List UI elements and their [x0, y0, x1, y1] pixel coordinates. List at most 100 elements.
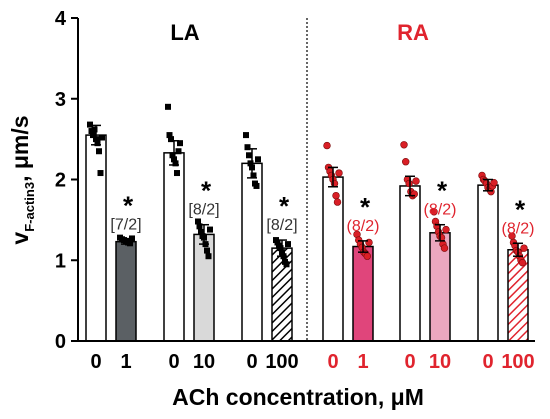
data-point — [250, 172, 257, 179]
data-point — [97, 170, 104, 177]
data-point — [96, 148, 102, 155]
sample-size-annotation: (8/2) — [347, 218, 380, 235]
x-tick-label: 1 — [357, 351, 368, 373]
data-point — [363, 252, 371, 260]
bar-4 — [241, 162, 263, 342]
data-point — [332, 191, 340, 200]
data-point — [430, 208, 438, 216]
data-point — [90, 132, 96, 139]
y-axis-title: vF-actin3, μm/s — [7, 115, 37, 244]
data-point — [277, 245, 284, 252]
data-point — [490, 179, 498, 187]
y-axis-title-units: μm/s — [7, 115, 33, 169]
data-point — [166, 132, 173, 139]
data-point — [440, 244, 449, 252]
data-point — [437, 233, 446, 242]
data-point — [207, 226, 213, 233]
x-tick-label: 10 — [429, 351, 451, 373]
data-point — [94, 140, 101, 147]
x-tick-label: 1 — [120, 351, 131, 373]
data-point — [330, 179, 339, 188]
data-point — [244, 144, 251, 151]
x-tick-label: 0 — [90, 351, 101, 373]
annotations-layer: [7/2]* [8/2]*[8/2]*(8/2)* (8/2)*(8/2)* — [110, 176, 534, 238]
bar-1 — [115, 240, 137, 342]
bar-0 — [85, 134, 107, 342]
x-tick-label: 100 — [501, 351, 534, 373]
significance-asterisk: * — [279, 191, 290, 221]
significance-asterisk: * — [515, 194, 526, 224]
sample-size-annotation: [8/2] — [266, 217, 297, 234]
data-point — [204, 247, 210, 254]
x-tick-label: 0 — [168, 351, 179, 373]
data-point — [365, 238, 373, 247]
data-point — [412, 177, 420, 185]
data-point — [410, 190, 418, 198]
data-point — [402, 158, 410, 166]
data-point — [255, 156, 261, 163]
bar-8 — [399, 185, 421, 342]
labels-layer: LA RA ACh concentration, μM vF-actin3, μ… — [7, 20, 429, 410]
x-tick-label: 0 — [327, 351, 338, 373]
bar-2 — [163, 152, 185, 342]
y-tick-label: 4 — [55, 8, 67, 30]
data-point — [246, 152, 252, 159]
data-point — [99, 134, 105, 141]
x-tick-label: 0 — [482, 351, 493, 373]
data-point — [520, 244, 528, 252]
bar-10 — [477, 184, 499, 342]
y-axis-title-subscript: F-actin3 — [22, 182, 37, 232]
y-axis-title-main: v — [7, 232, 33, 245]
data-point — [283, 261, 290, 268]
sample-size-annotation: [7/2] — [110, 216, 141, 233]
data-point — [169, 152, 176, 159]
data-point — [405, 179, 413, 188]
y-tick-label: 1 — [55, 250, 66, 272]
group-label-la: LA — [170, 20, 199, 45]
axes-layer — [77, 18, 535, 342]
data-point — [247, 160, 254, 167]
y-tick-label: 0 — [55, 331, 66, 353]
data-point — [198, 228, 204, 235]
data-point — [177, 140, 183, 147]
data-point — [442, 225, 450, 234]
x-tick-label: 0 — [246, 351, 257, 373]
y-tick-label: 2 — [55, 170, 66, 192]
data-point — [127, 240, 133, 247]
data-point — [168, 136, 174, 143]
data-point — [165, 103, 171, 110]
data-point — [172, 160, 179, 167]
data-point — [87, 121, 93, 128]
data-point — [400, 141, 408, 149]
error-bars-layer — [91, 124, 523, 257]
sample-size-annotation: (8/2) — [502, 220, 535, 237]
data-point — [195, 218, 201, 225]
y-tick-label: 3 — [55, 89, 66, 111]
data-point — [253, 182, 260, 189]
data-point — [91, 126, 98, 133]
data-point — [129, 235, 135, 242]
data-point — [196, 223, 203, 230]
data-point — [323, 141, 331, 150]
bar-7 — [352, 245, 374, 342]
data-point — [333, 198, 342, 206]
data-point — [274, 239, 281, 246]
data-point — [243, 132, 249, 139]
data-point — [174, 170, 180, 177]
significance-asterisk: * — [437, 176, 448, 206]
sample-size-annotation: (8/2) — [424, 202, 457, 219]
data-point — [518, 258, 527, 267]
data-point — [335, 169, 343, 177]
group-label-ra: RA — [397, 20, 429, 45]
sample-size-annotation: [8/2] — [188, 202, 219, 219]
x-tick-label: 100 — [265, 351, 298, 373]
x-tick-label: 10 — [193, 351, 215, 373]
svg-text:vF-actin3, μm/s: vF-actin3, μm/s — [7, 115, 37, 244]
data-point — [205, 253, 212, 260]
significance-asterisk: * — [360, 192, 371, 222]
x-axis-title: ACh concentration, μM — [172, 384, 424, 410]
data-point — [285, 241, 291, 248]
